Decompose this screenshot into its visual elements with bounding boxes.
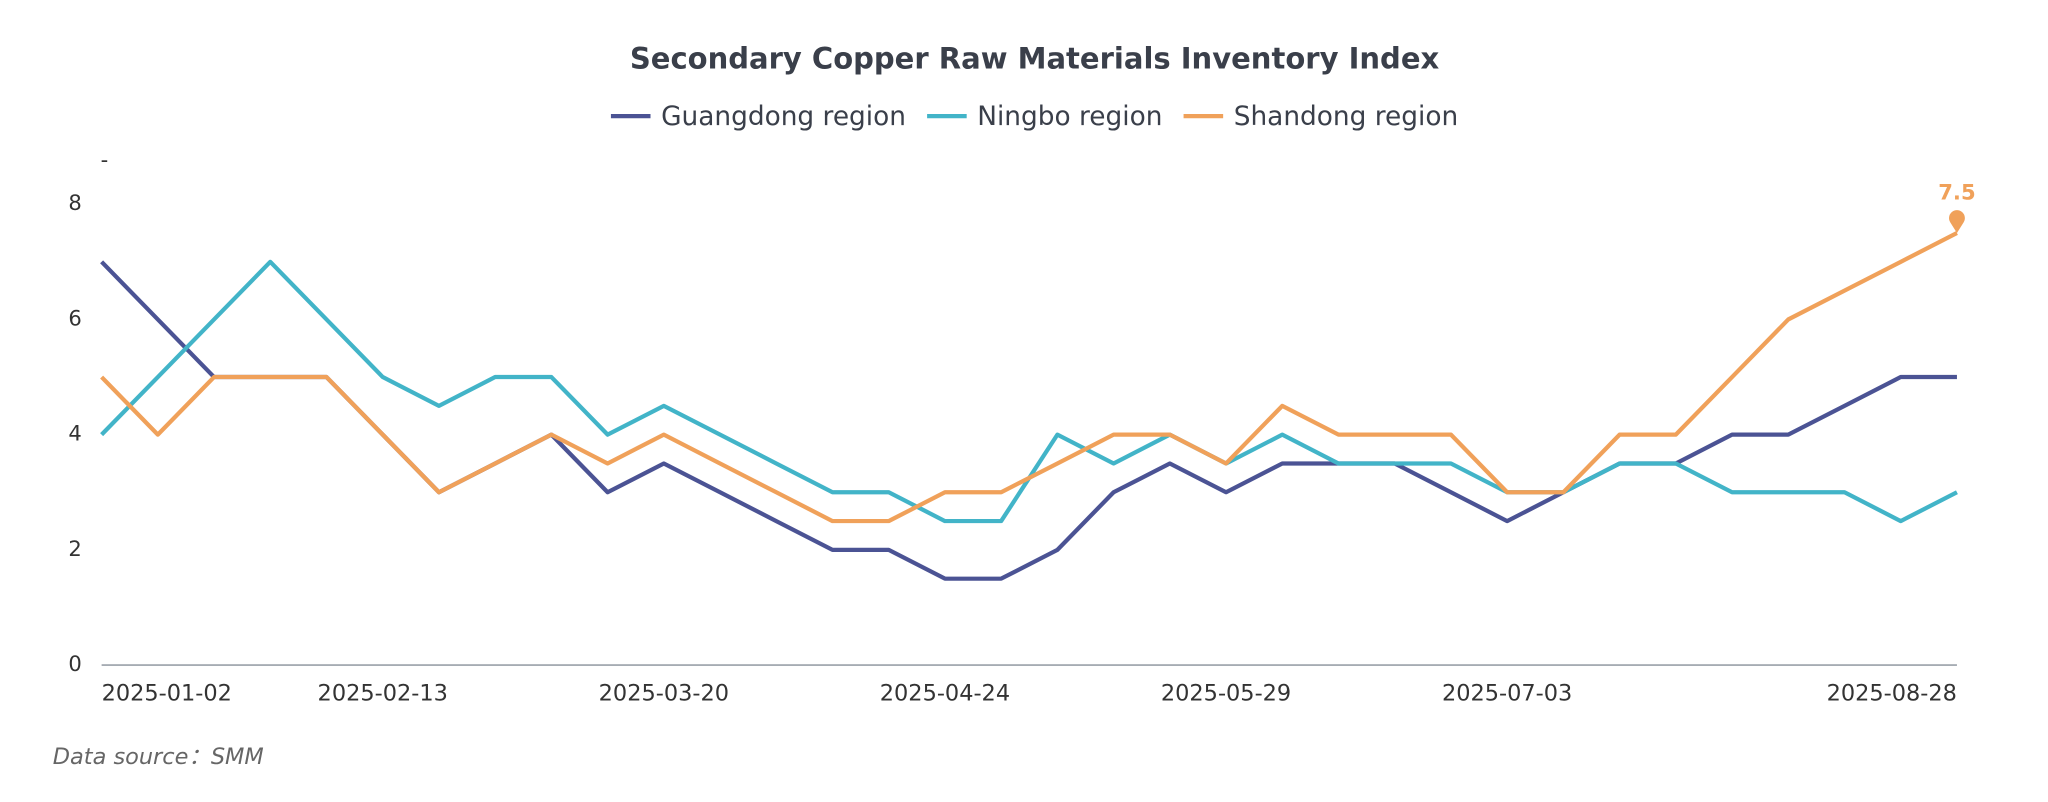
x-tick-label: 2025-08-28 [1827, 681, 1957, 707]
legend-item: Ningbo region [927, 102, 1162, 132]
legend-item: Guangdong region [610, 102, 906, 132]
series-line [100, 260, 1957, 581]
y-tick-label: 8 [68, 190, 81, 215]
x-tick-label: 2025-07-03 [1442, 681, 1572, 707]
chart-title: Secondary Copper Raw Materials Inventory… [630, 42, 1440, 76]
y-tick-label: 2 [68, 536, 81, 561]
series-line [100, 231, 1958, 524]
legend: Guangdong region Ningbo region Shandong re… [610, 102, 1458, 132]
legend-label: Guangdong region [661, 102, 906, 132]
series-line [100, 259, 1958, 524]
legend-label: Ningbo region [977, 102, 1162, 132]
end-marker [1949, 210, 1965, 234]
x-tick-label: 2025-03-20 [599, 681, 729, 707]
x-tick-label: 2025-01-02 [102, 681, 232, 707]
y-tick-label: 4 [68, 421, 81, 446]
legend-label: Shandong region [1234, 102, 1458, 132]
legend-item: Shandong region [1183, 102, 1458, 132]
data-source: Data source：SMM [53, 744, 264, 770]
x-tick-label: 2025-04-24 [880, 681, 1010, 707]
y-tick-label: 0 [68, 651, 81, 676]
y-tick-label: - [101, 147, 109, 172]
data-label: 7.5 [1938, 179, 1975, 204]
y-tick-label: 6 [68, 305, 81, 330]
x-tick-label: 2025-05-29 [1161, 681, 1291, 707]
x-tick-label: 2025-02-13 [318, 681, 448, 707]
